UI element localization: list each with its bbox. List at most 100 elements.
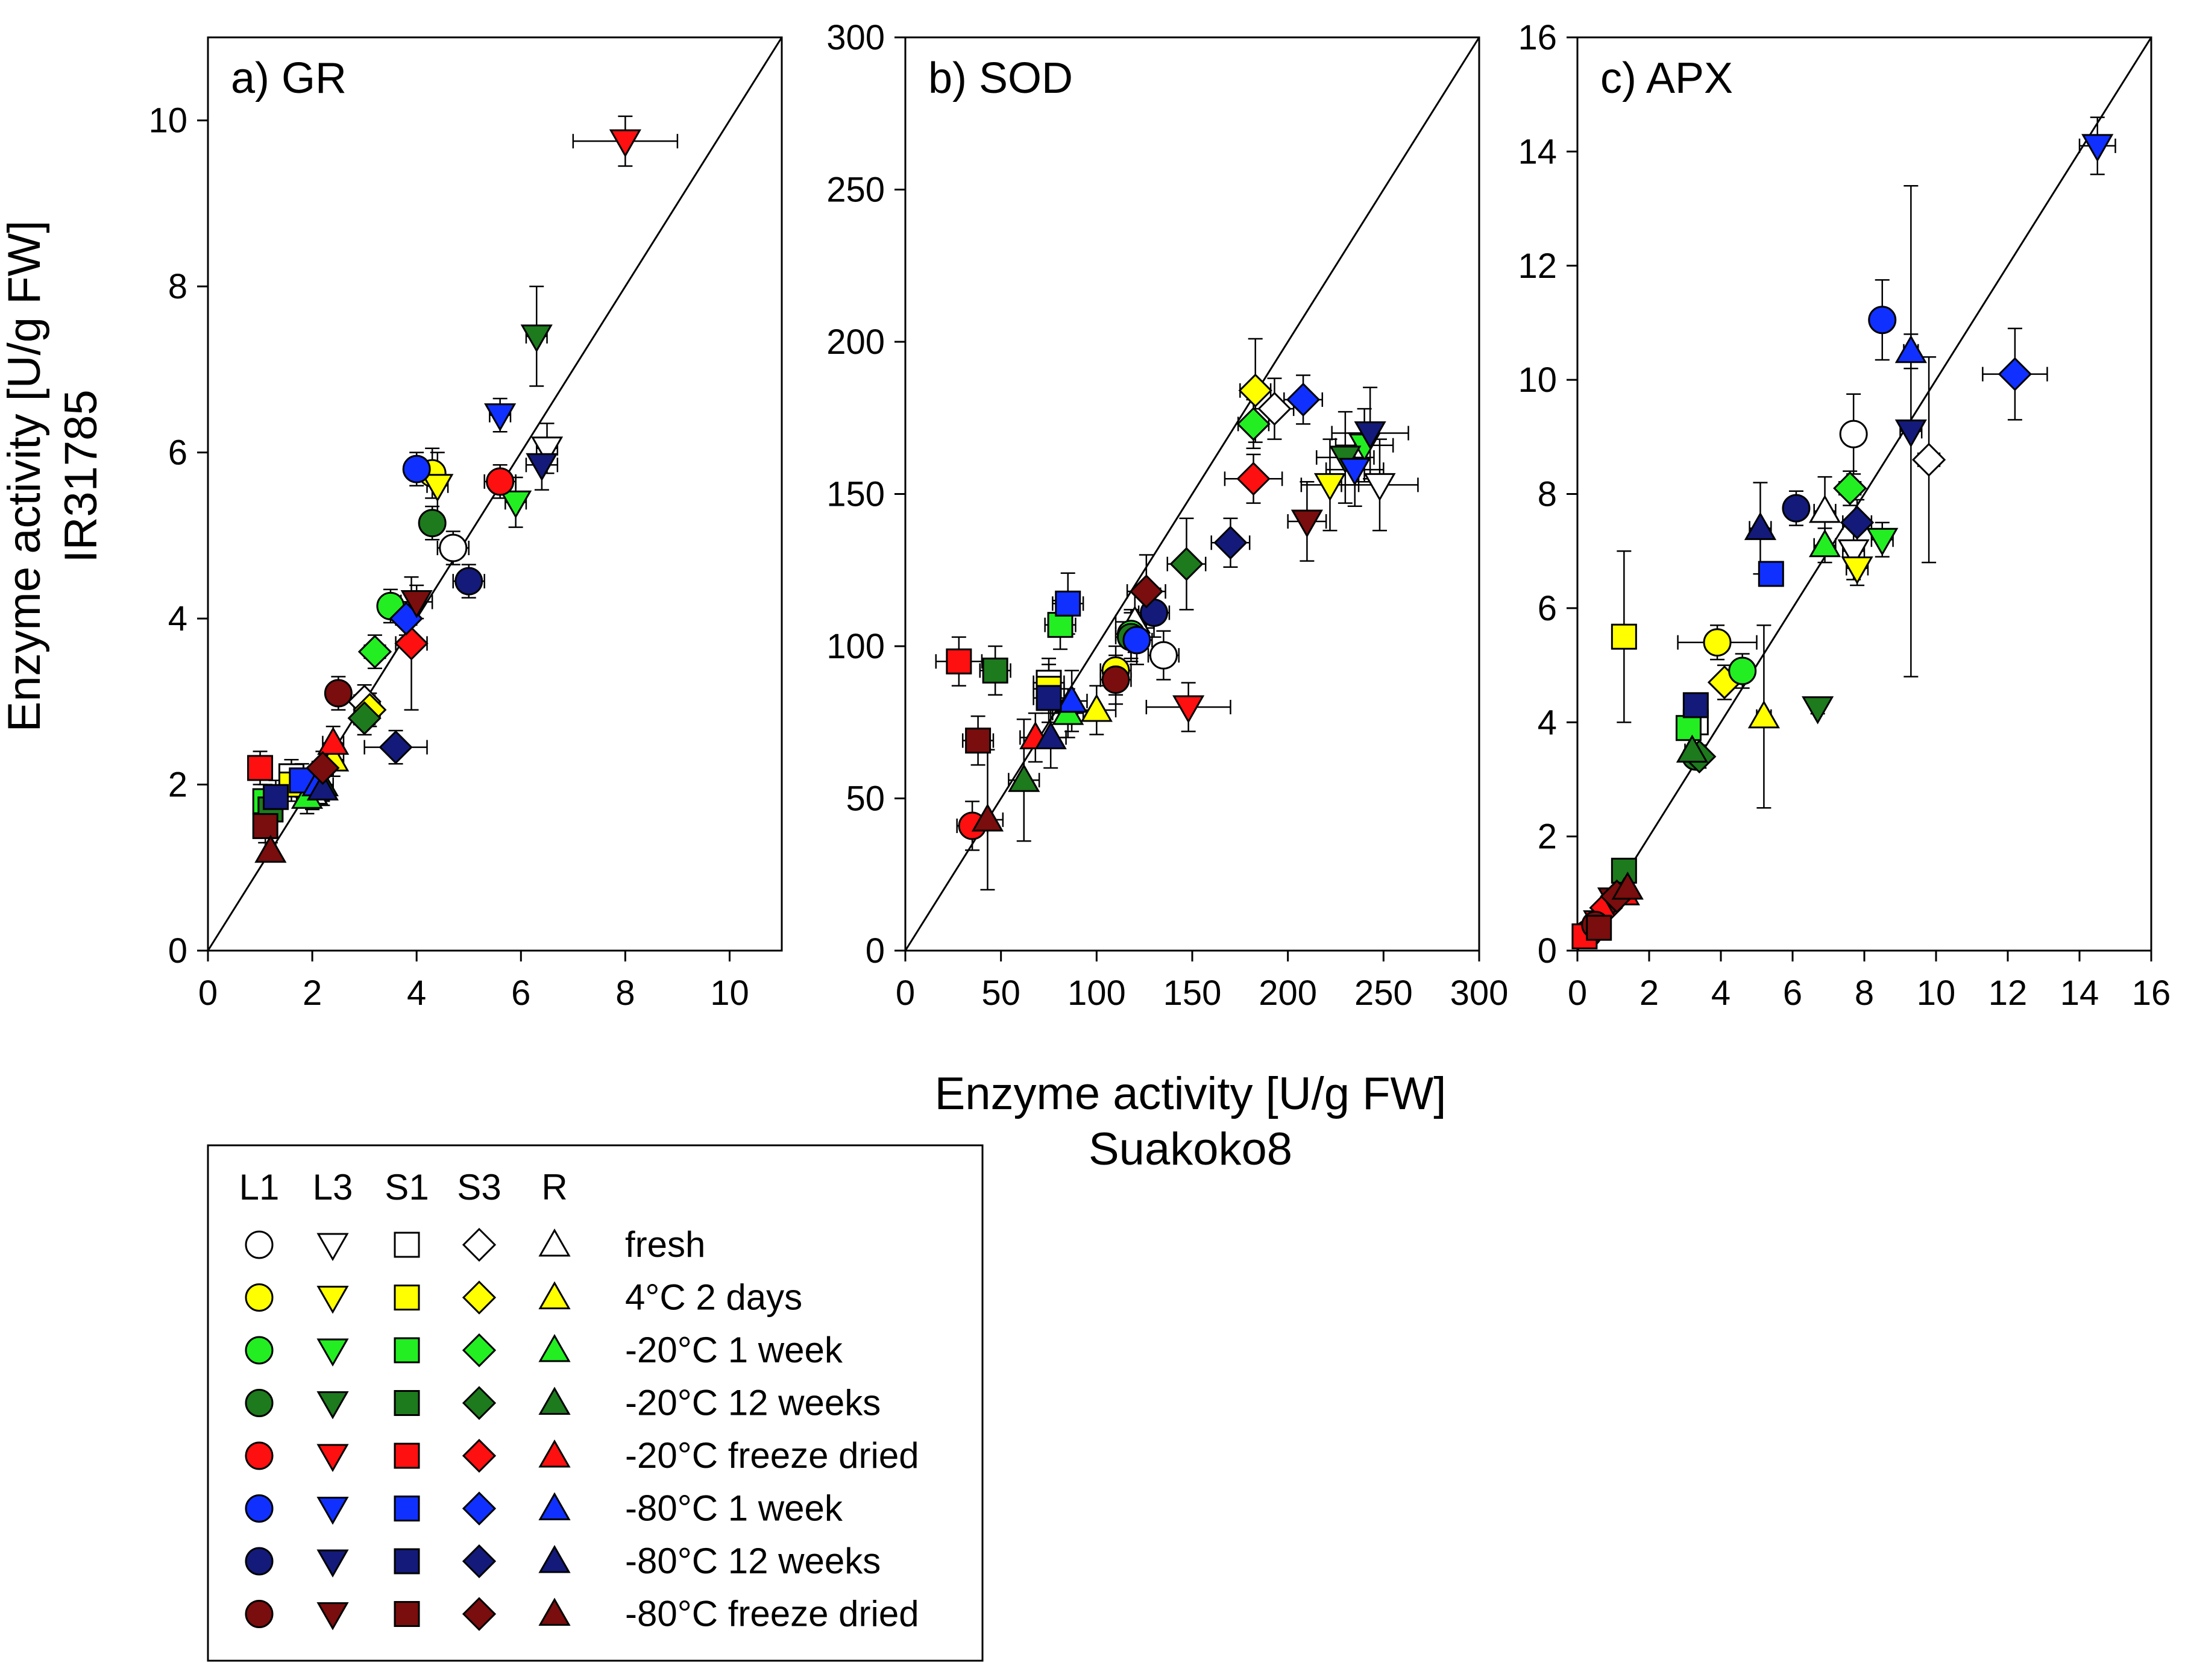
legend-marker-S3-m20_12w — [462, 1386, 497, 1420]
data-point-S3-m80_12w — [379, 730, 413, 764]
panel-title-sod: b) SOD — [928, 54, 1073, 102]
error-bars-gr — [253, 115, 679, 860]
data-point-S1-m80_12w — [1036, 685, 1062, 711]
x-tick-label-gr: 0 — [198, 974, 218, 1013]
legend-label-m80_1w: -80°C 1 week — [625, 1488, 843, 1529]
data-point-R-4C_2d — [1747, 700, 1780, 729]
data-point-L3-m80_12w — [1354, 421, 1386, 450]
y-tick-label-apx: 4 — [1538, 703, 1557, 742]
y-tick-label-sod: 50 — [846, 779, 885, 819]
legend-marker-S1-fresh — [394, 1232, 420, 1258]
legend-marker-R-m80_fd — [538, 1597, 571, 1626]
legend-marker-L3-m20_1w — [316, 1338, 349, 1367]
panel-sod: 0 50 100 150 200 250 300 0 50 100 150 200 250 300 b) S… — [826, 18, 1508, 1013]
x-tick-label-apx: 10 — [1917, 974, 1956, 1013]
data-point-S3-fresh — [1257, 391, 1292, 426]
legend-marker-L3-m20_12w — [316, 1391, 349, 1420]
data-point-S1-m80_fd — [1586, 914, 1612, 941]
data-point-L1-m80_1w — [402, 455, 431, 483]
legend-marker-S3-m80_1w — [462, 1491, 497, 1526]
legend-marker-L1-m20_1w — [245, 1336, 274, 1365]
x-axis-title-line2: Suakoko8 — [1089, 1124, 1292, 1175]
data-point-L1-m80_12w — [454, 567, 483, 596]
legend-column-S3: S3 — [457, 1167, 501, 1207]
y-tick-label-apx: 10 — [1518, 360, 1557, 400]
legend-column-L1: L1 — [239, 1167, 280, 1207]
x-tick-label-apx: 6 — [1783, 974, 1802, 1013]
x-tick-label-sod: 300 — [1450, 974, 1509, 1013]
markers-gr — [247, 129, 641, 863]
data-point-S3-m80_1w — [1286, 382, 1321, 417]
y-tick-label-apx: 0 — [1538, 931, 1557, 971]
legend-marker-L1-m20_12w — [245, 1389, 274, 1417]
data-point-S1-m20_fd — [946, 648, 972, 675]
x-tick-label-gr: 10 — [710, 974, 749, 1013]
data-point-R-4C_2d — [1080, 694, 1113, 722]
data-point-L1-m20_1w — [1728, 656, 1757, 685]
data-point-R-m80_fd — [254, 834, 287, 863]
x-axis-title-line1: Enzyme activity [U/g FW] — [935, 1068, 1447, 1119]
legend-marker-S1-4C_2d — [394, 1285, 420, 1310]
legend-marker-S1-m20_1w — [394, 1337, 420, 1364]
data-point-S1-m20_12w — [982, 657, 1008, 684]
data-point-S1-m20_fd — [247, 755, 274, 781]
y-tick-label-apx: 2 — [1538, 817, 1557, 857]
legend-marker-S3-m20_fd — [462, 1438, 497, 1473]
y-tick-label-apx: 12 — [1518, 247, 1557, 286]
markers-apx — [1571, 134, 2114, 949]
data-point-S3-m80_1w — [1998, 357, 2032, 391]
y-tick-label-apx: 16 — [1518, 18, 1557, 57]
legend-marker-L3-m80_1w — [316, 1497, 349, 1525]
y-tick-label-apx: 14 — [1518, 132, 1557, 171]
y-tick-label-gr: 0 — [168, 931, 187, 971]
legend-label-m20_fd: -20°C freeze dried — [625, 1435, 919, 1476]
x-tick-label-apx: 14 — [2060, 974, 2099, 1013]
data-point-S1-m80_fd — [252, 813, 278, 839]
panel-apx: 0 2 4 6 8 10 12 14 16 0 2 4 6 8 10 12 14 16 c) APX — [1518, 18, 2171, 1013]
data-point-L3-4C_2d — [1313, 473, 1347, 502]
data-point-S3-m80_12w — [1213, 526, 1248, 560]
data-point-S1-4C_2d — [1611, 623, 1637, 650]
data-point-L3-m20_1w — [500, 490, 532, 519]
legend-marker-R-m80_1w — [538, 1492, 571, 1520]
data-point-S3-4C_2d — [1238, 373, 1272, 407]
data-point-L1-m80_12w — [1782, 494, 1811, 523]
x-tick-label-apx: 16 — [2132, 974, 2171, 1013]
data-point-S3-fresh — [1911, 442, 1946, 477]
data-point-R-m20_12w — [1008, 764, 1040, 792]
data-point-L1-m20_fd — [486, 467, 515, 496]
data-point-S3-m20_1w — [1833, 471, 1867, 506]
legend-marker-L3-m80_fd — [316, 1602, 349, 1631]
plot-frame-gr — [207, 36, 783, 952]
legend-marker-L1-m80_12w — [245, 1547, 274, 1576]
data-point-R-m20_12w — [1676, 734, 1708, 763]
data-point-L1-fresh — [1149, 641, 1178, 670]
x-tick-label-apx: 12 — [1988, 974, 2028, 1013]
y-tick-label-sod: 200 — [826, 322, 885, 362]
data-point-L3-m80_12w — [526, 453, 558, 482]
y-tick-label-sod: 150 — [826, 475, 885, 514]
data-point-R-m20_1w — [1808, 529, 1841, 558]
y-tick-label-sod: 100 — [826, 627, 885, 666]
data-point-R-m80_1w — [1894, 335, 1927, 363]
data-point-L3-m80_1w — [2081, 134, 2114, 162]
legend-marker-S1-m20_fd — [394, 1442, 420, 1469]
legend-column-S1: S1 — [385, 1167, 429, 1207]
y-tick-label-gr: 6 — [168, 433, 187, 473]
x-tick-label-sod: 200 — [1259, 974, 1317, 1013]
data-point-L3-m20_12w — [520, 324, 553, 353]
legend-marker-L1-m80_fd — [245, 1600, 274, 1628]
data-point-L1-4C_2d — [1703, 628, 1732, 657]
data-point-S3-m20_1w — [1236, 407, 1271, 441]
panel-title-apx: c) APX — [1600, 54, 1733, 102]
legend-label-m80_12w: -80°C 12 weeks — [625, 1541, 881, 1581]
y-axis-title-line2: IR31785 — [55, 389, 107, 562]
data-point-S1-m80_fd — [965, 728, 992, 754]
y-tick-label-sod: 0 — [866, 931, 885, 971]
legend-marker-S3-m80_12w — [462, 1544, 497, 1579]
data-point-S3-m20_fd — [1236, 462, 1271, 496]
y-tick-label-sod: 300 — [826, 18, 885, 57]
legend-label-m80_fd: -80°C freeze dried — [625, 1594, 919, 1634]
error-bars-apx — [1577, 116, 2116, 944]
